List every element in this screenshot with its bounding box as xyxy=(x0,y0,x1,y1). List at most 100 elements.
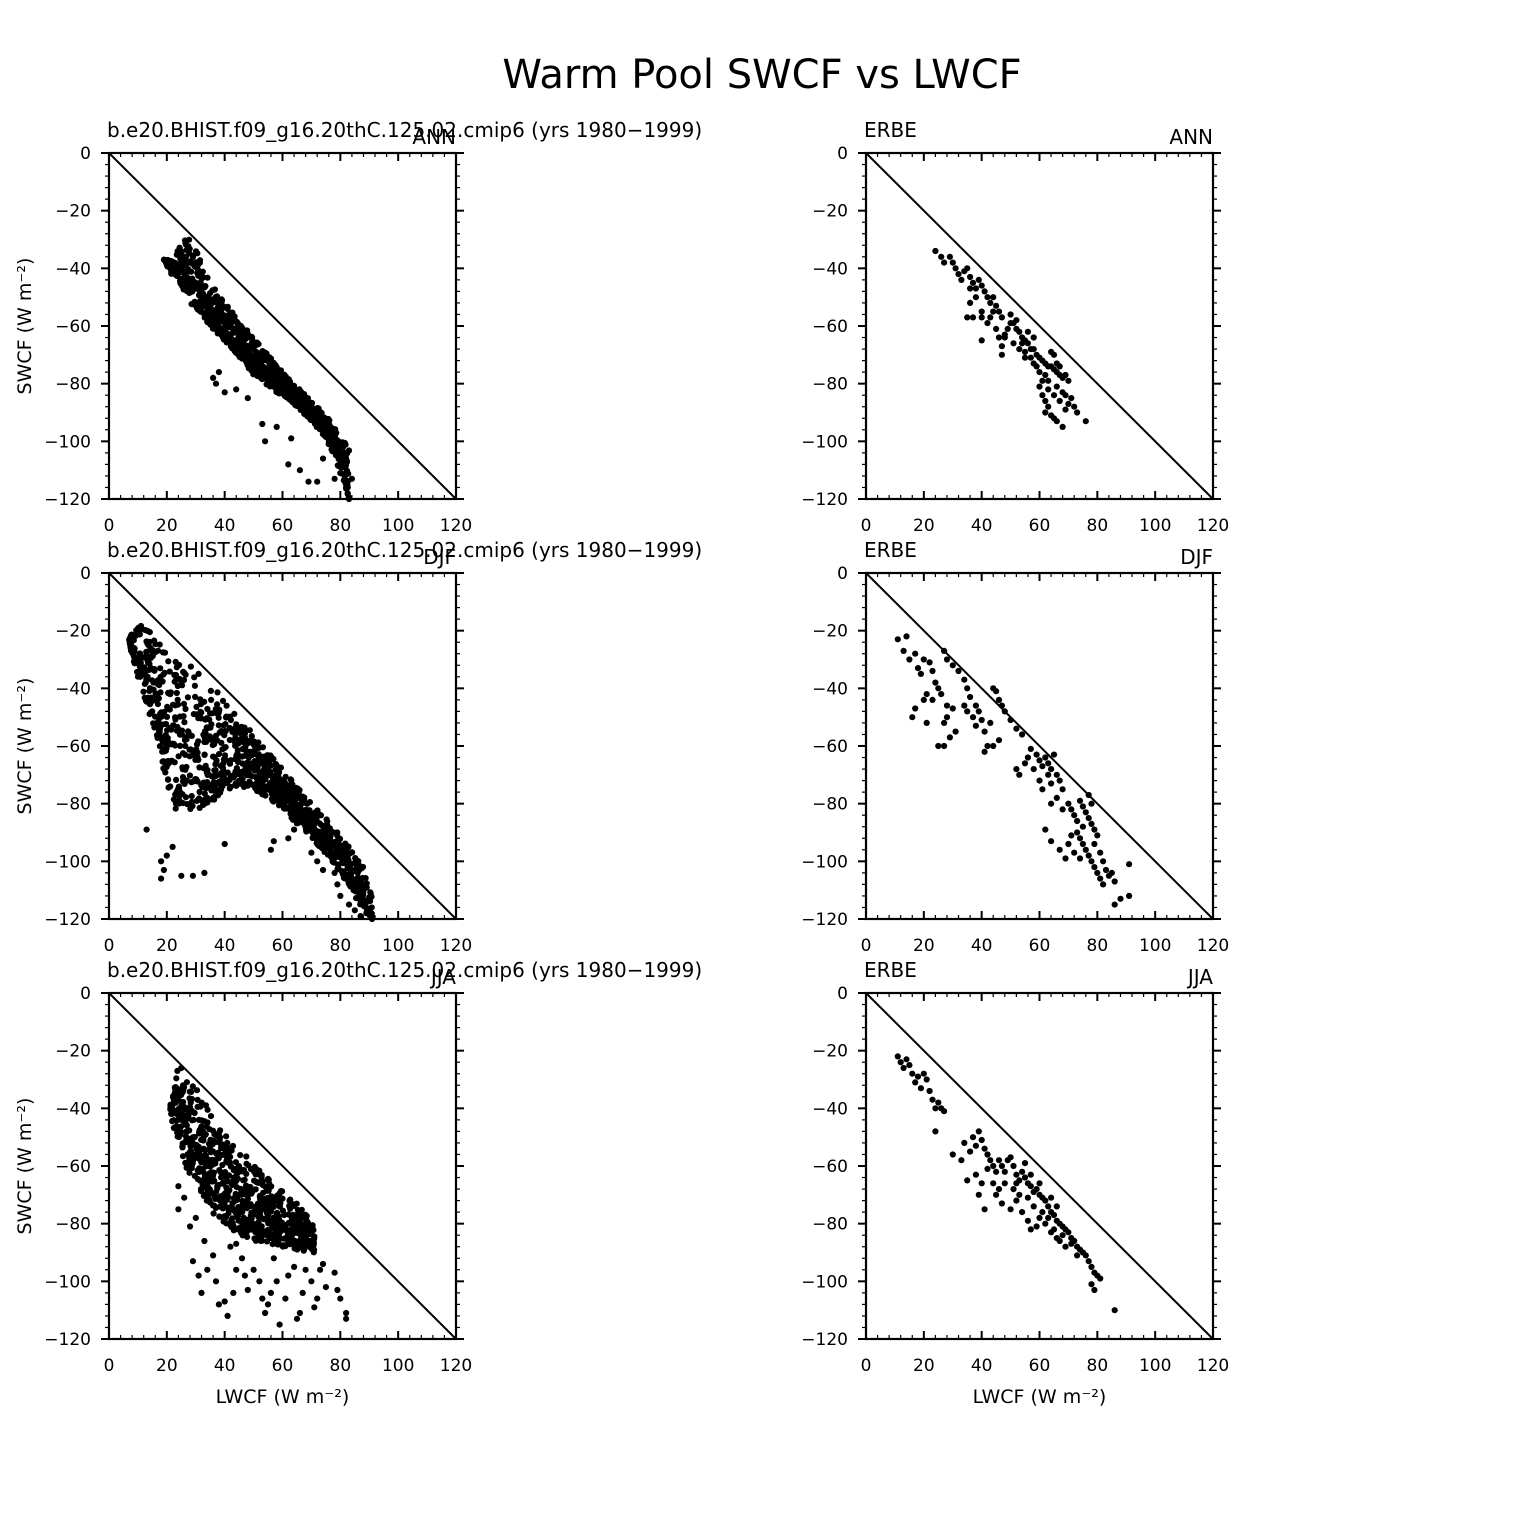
data-point xyxy=(234,751,241,758)
panel-left-label: b.e20.BHIST.f09_g16.20thC.125.02.cmip6 (… xyxy=(107,118,702,142)
data-point xyxy=(216,310,223,317)
data-point xyxy=(265,1176,272,1183)
data-point xyxy=(273,423,280,430)
data-point xyxy=(259,1237,266,1244)
data-point xyxy=(958,1157,965,1164)
data-point xyxy=(943,714,951,721)
data-point xyxy=(251,1177,258,1184)
data-point xyxy=(1019,340,1026,347)
data-point xyxy=(1001,1168,1008,1175)
data-point xyxy=(967,285,974,292)
data-point xyxy=(1010,1186,1017,1193)
data-point xyxy=(352,855,359,862)
data-point xyxy=(1027,745,1034,753)
x-tick-label: 100 xyxy=(382,516,414,536)
data-point xyxy=(897,1059,904,1066)
x-tick-label: 0 xyxy=(861,516,872,536)
data-point xyxy=(1016,328,1023,335)
data-point xyxy=(141,626,149,634)
data-point xyxy=(1016,1191,1023,1198)
data-point xyxy=(1117,895,1124,902)
data-point xyxy=(978,1136,985,1144)
data-point xyxy=(349,868,356,875)
data-point xyxy=(1045,403,1052,410)
data-point xyxy=(248,733,255,740)
data-point xyxy=(935,685,942,692)
data-point xyxy=(248,781,255,788)
data-point xyxy=(964,314,971,321)
data-point xyxy=(322,1284,329,1291)
data-point xyxy=(368,904,375,911)
data-point xyxy=(359,892,366,899)
data-point xyxy=(1048,800,1055,807)
data-point xyxy=(323,816,330,823)
data-point xyxy=(1065,400,1072,407)
y-tick-label: −40 xyxy=(812,679,848,699)
data-point xyxy=(281,1211,288,1219)
y-tick-label: −60 xyxy=(55,737,91,757)
data-point xyxy=(226,724,233,732)
data-point xyxy=(195,1272,202,1279)
y-tick-label: −40 xyxy=(55,1099,91,1119)
data-point xyxy=(229,773,236,780)
data-point xyxy=(1033,1186,1040,1193)
data-point xyxy=(287,776,294,783)
y-tick-label: −20 xyxy=(812,622,848,642)
data-point xyxy=(291,1225,298,1232)
data-point xyxy=(935,1099,942,1106)
data-point xyxy=(263,1187,270,1194)
data-point xyxy=(270,1203,277,1210)
data-point xyxy=(961,1139,968,1146)
data-point xyxy=(223,702,230,709)
data-point xyxy=(906,1062,913,1069)
x-tick-label: 60 xyxy=(272,1356,294,1376)
data-point xyxy=(1048,348,1055,355)
data-point xyxy=(228,335,235,342)
data-point xyxy=(152,713,159,720)
data-point xyxy=(286,1197,293,1204)
data-point xyxy=(1007,1206,1014,1213)
data-point xyxy=(172,800,179,807)
data-point xyxy=(211,286,218,293)
data-point xyxy=(285,461,292,468)
y-tick-label: −120 xyxy=(44,910,91,930)
data-point xyxy=(1094,832,1101,839)
data-point xyxy=(181,780,188,788)
data-point xyxy=(162,747,169,754)
data-point xyxy=(282,1222,289,1229)
data-point xyxy=(196,788,203,796)
data-point xyxy=(1013,1197,1020,1204)
data-point xyxy=(1036,1180,1043,1187)
data-point xyxy=(298,1212,305,1219)
y-tick-label: −40 xyxy=(812,1099,848,1119)
y-tick-label: −100 xyxy=(801,852,848,872)
data-point xyxy=(210,753,217,760)
data-point xyxy=(1076,797,1084,804)
data-point xyxy=(199,782,207,790)
reference-line xyxy=(108,152,457,500)
x-tick-label: 80 xyxy=(330,1356,352,1376)
reference-line xyxy=(865,572,1214,920)
data-point xyxy=(210,1252,217,1259)
data-point xyxy=(929,667,936,675)
panel-2: 0 20 40 60 80 100 120 0 −20 −40 −60 −80 −100 −120 ERBE… xyxy=(801,118,1229,536)
data-point xyxy=(223,1184,230,1191)
data-point xyxy=(272,1220,279,1227)
data-point xyxy=(158,875,165,882)
data-point xyxy=(173,1075,180,1082)
data-point xyxy=(967,1148,974,1155)
data-point xyxy=(1027,1183,1034,1190)
data-point xyxy=(269,371,276,378)
data-point xyxy=(144,659,152,666)
data-point xyxy=(212,732,219,740)
data-point xyxy=(275,802,283,809)
data-point xyxy=(232,724,239,731)
data-point xyxy=(152,641,159,648)
y-tick-label: −100 xyxy=(44,432,91,452)
data-point xyxy=(204,779,211,786)
y-tick-label: −20 xyxy=(812,1042,848,1062)
data-point xyxy=(238,738,245,745)
data-point xyxy=(993,302,1000,309)
data-point xyxy=(215,369,222,376)
data-point xyxy=(306,407,314,414)
